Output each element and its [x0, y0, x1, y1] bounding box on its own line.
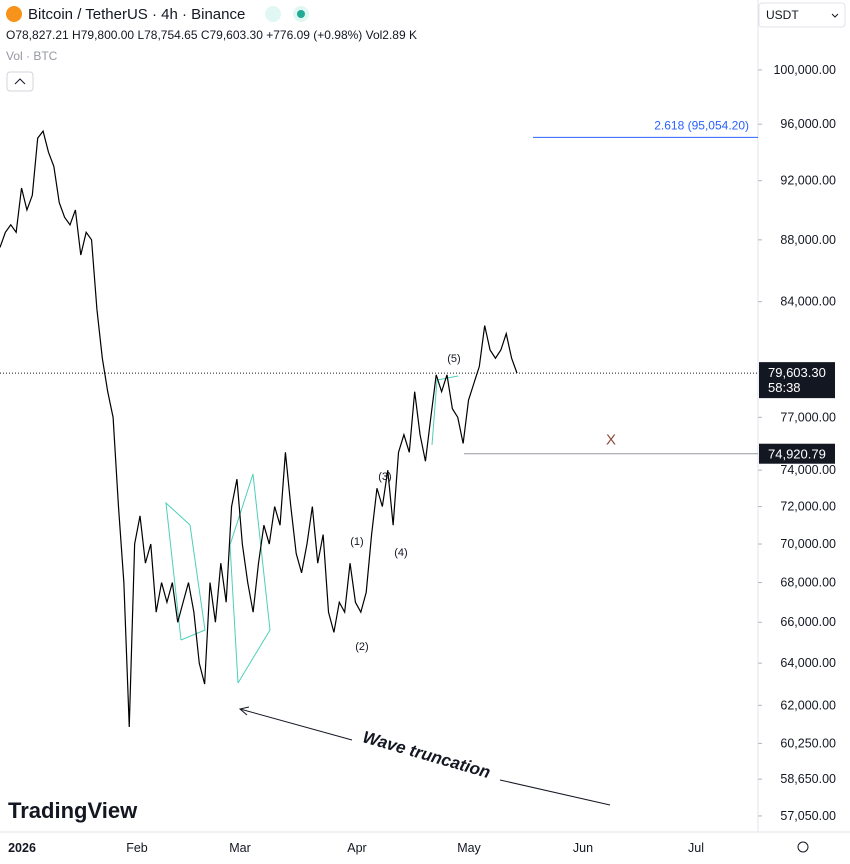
- countdown: 58:38: [768, 380, 801, 395]
- collapse-icon: [14, 78, 26, 85]
- dropdown-icon: [831, 13, 839, 18]
- currency-select[interactable]: [758, 2, 846, 28]
- collapse-button[interactable]: [6, 71, 34, 92]
- wedge-line: [431, 375, 459, 446]
- y-tick-label: 88,000.00: [780, 233, 836, 247]
- y-tick-label: 68,000.00: [780, 576, 836, 590]
- level-badge: [759, 443, 835, 464]
- y-tick-label: 100,000.00: [773, 63, 836, 77]
- y-tick-label: 77,000.00: [780, 410, 836, 424]
- settings-icon[interactable]: [797, 841, 809, 853]
- ohlc: O78,827.21 H79,800.00 L78,754.65 C79,603…: [6, 28, 417, 42]
- wave-label: (3): [378, 471, 391, 483]
- status-dot: [297, 10, 305, 18]
- y-tick-label: 64,000.00: [780, 656, 836, 670]
- x-tick-label: Mar: [229, 841, 251, 855]
- target-label: 2.618 (95,054.20): [654, 118, 749, 132]
- price-badge-label: 79,603.30: [768, 365, 826, 380]
- note: Wave truncation: [360, 727, 492, 782]
- wave-label: (4): [394, 547, 407, 559]
- y-tick-label: 72,000.00: [780, 500, 836, 514]
- wave-label: (5): [447, 353, 460, 365]
- level-badge-label: 74,920.79: [768, 447, 826, 462]
- arrow-line: [239, 708, 353, 741]
- x-tick-label: Jul: [688, 841, 704, 855]
- y-tick-label: 92,000.00: [780, 174, 836, 188]
- x-tick-label: Jun: [573, 841, 593, 855]
- note-line: [499, 779, 611, 806]
- y-tick-label: 57,050.00: [780, 809, 836, 823]
- y-tick-label: 58,650.00: [780, 772, 836, 786]
- y-tick-label: 96,000.00: [780, 117, 836, 131]
- x-tick-label: May: [457, 841, 481, 855]
- logo: TradingView: [8, 798, 138, 823]
- y-tick-label: 70,000.00: [780, 537, 836, 551]
- arrow-head: [238, 706, 250, 716]
- wedge-line: [165, 501, 206, 641]
- y-tick-label: 74,000.00: [780, 463, 836, 477]
- x-tick-label: Feb: [126, 841, 148, 855]
- y-tick-label: 60,250.00: [780, 736, 836, 750]
- currency: USDT: [766, 8, 799, 22]
- x-tick-label: 2026: [8, 841, 36, 855]
- wedge-line: [229, 473, 271, 684]
- volume-label: Vol · BTC: [6, 49, 58, 63]
- price-badge: [759, 362, 835, 399]
- wave-label: (2): [355, 641, 368, 653]
- symbol: Bitcoin / TetherUS · 4h · Binance: [28, 6, 245, 23]
- y-tick-label: 66,000.00: [780, 615, 836, 629]
- level-marker: X: [606, 432, 616, 449]
- wave-label: (1): [350, 536, 363, 548]
- coin-icon: [6, 6, 22, 22]
- price-series: [0, 129, 518, 727]
- y-tick-label: 84,000.00: [780, 295, 836, 309]
- wedges: [165, 375, 459, 684]
- status-icon: [265, 6, 281, 22]
- y-tick-label: 62,000.00: [780, 698, 836, 712]
- x-tick-label: Apr: [347, 841, 366, 855]
